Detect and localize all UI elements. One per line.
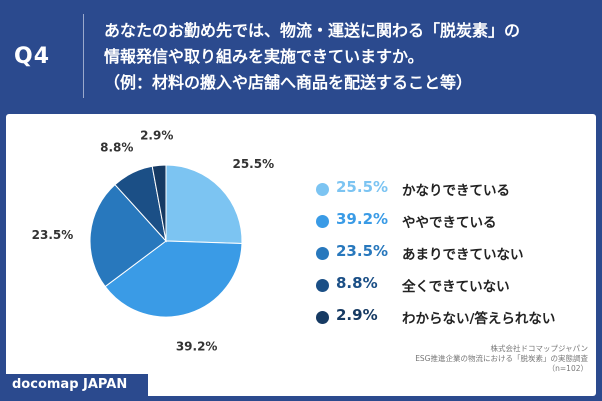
pie-slice <box>104 240 243 318</box>
legend-color-dot <box>316 311 329 324</box>
legend-label: 全くできていない <box>402 279 510 295</box>
header: Q4 あなたのお勤め先では、物流・運送に関わる「脱炭素」の 情報発信や取り組みを… <box>0 0 602 110</box>
question-number: Q4 <box>14 44 51 69</box>
slice-value-label: 2.9% <box>140 128 173 142</box>
source-company: 株式会社ドコマップジャパン <box>490 344 589 353</box>
legend-label: かなりできている <box>402 183 510 199</box>
header-divider <box>83 14 84 98</box>
slice-value-label: 23.5% <box>32 228 74 242</box>
pie-slice <box>165 164 243 245</box>
source-note: 株式会社ドコマップジャパン ESG推進企業の物流における「脱炭素」の実態調査 （… <box>415 344 588 374</box>
brand-logo: docomap JAPAN <box>6 374 148 396</box>
legend-color-dot <box>316 183 329 196</box>
question-line-2: 情報発信や取り組みを実施できていますか。 <box>104 47 424 66</box>
pie-slice <box>151 164 167 242</box>
legend-label: あまりできていない <box>402 247 524 263</box>
legend-percentage: 8.8% <box>336 274 378 292</box>
legend-color-dot <box>316 247 329 260</box>
pie-slice <box>89 183 167 288</box>
question-text: あなたのお勤め先では、物流・運送に関わる「脱炭素」の 情報発信や取り組みを実施で… <box>104 18 592 96</box>
legend-percentage: 2.9% <box>336 306 378 324</box>
legend-label: わからない/答えられない <box>402 311 556 327</box>
question-line-1: あなたのお勤め先では、物流・運送に関わる「脱炭素」の <box>104 21 521 40</box>
legend-label: ややできている <box>402 215 497 231</box>
slice-value-label: 25.5% <box>232 157 274 171</box>
source-sample-size: （n=102） <box>547 364 588 373</box>
chart-panel: 25.5% 39.2% 23.5% 8.8% 2.9% 25.5% かなりできている 39.… <box>6 114 596 396</box>
legend-percentage: 23.5% <box>336 242 389 260</box>
source-survey: ESG推進企業の物流における「脱炭素」の実態調査 <box>415 354 588 363</box>
slice-value-label: 8.8% <box>100 141 133 155</box>
question-line-3: （例：材料の搬入や店舗へ商品を配送すること等） <box>104 73 473 92</box>
slice-value-label: 39.2% <box>176 339 218 353</box>
legend-color-dot <box>316 279 329 292</box>
legend-color-dot <box>316 215 329 228</box>
legend-percentage: 39.2% <box>336 210 389 228</box>
pie-chart: 25.5% 39.2% 23.5% 8.8% 2.9% <box>32 128 274 353</box>
legend-percentage: 25.5% <box>336 178 389 196</box>
